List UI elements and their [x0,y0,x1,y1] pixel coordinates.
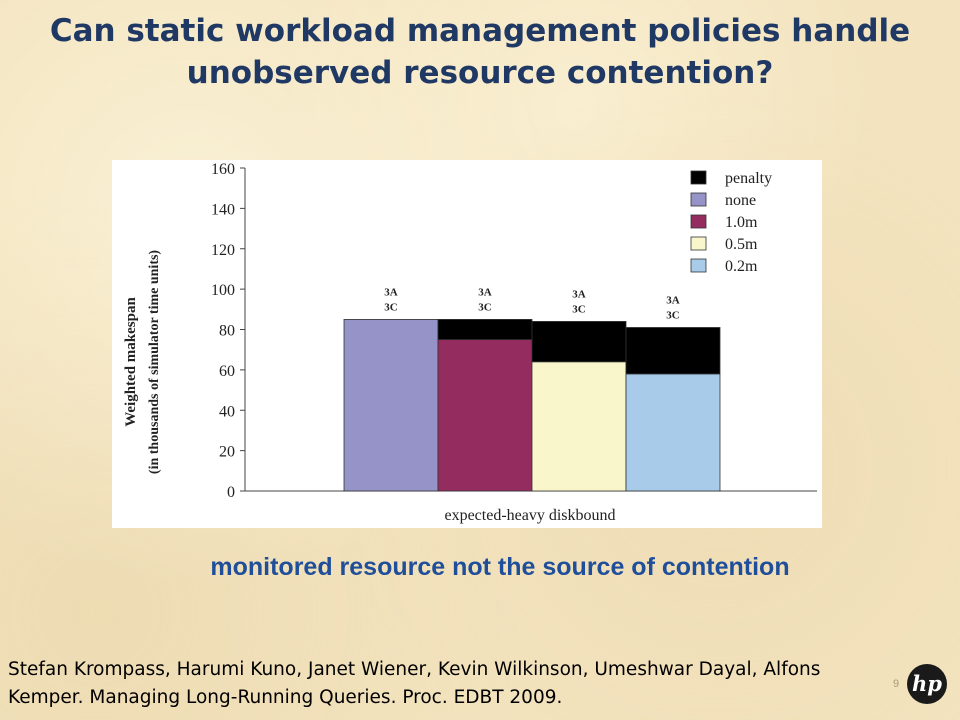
legend-swatch [690,214,707,229]
penalty-segment-0.5m [531,321,627,363]
bar-label-bottom: 3C [666,309,680,321]
legend-swatch [690,236,707,251]
y-tick-label: 0 [227,484,235,501]
bar-label-bottom: 3C [384,301,398,313]
title-line-1: Can static workload management policies … [49,13,911,49]
legend-swatch [690,192,707,207]
bar-label-top: 3A [384,286,398,298]
bar-0.2m [625,373,721,492]
penalty-segment-0.2m [625,327,721,375]
bar-label-bottom: 3C [478,301,492,313]
legend-label: penalty [725,170,772,187]
bar-none [343,319,439,492]
bar-1.0m [437,339,533,492]
citation-line-1: Stefan Krompass, Harumi Kuno, Janet Wien… [8,659,821,680]
citation: Stefan Krompass, Harumi Kuno, Janet Wien… [8,656,888,712]
hp-logo-text: hp [912,671,942,696]
legend-label: none [725,192,756,209]
legend-swatch [690,258,707,273]
bar-label-bottom: 3C [572,303,586,315]
y-tick-label: 80 [219,323,235,340]
slide-subtitle: monitored resource not the source of con… [210,553,790,581]
bar-label-top: 3A [572,288,586,300]
bar-0.5m [531,361,627,492]
citation-line-2: Kemper. Managing Long-Running Queries. P… [8,687,563,708]
slide-title: Can static workload management policies … [30,10,930,94]
y-tick-label: 20 [219,444,235,461]
y-tick-label: 40 [219,403,235,420]
y-axis-label: Weighted makespan [123,297,139,427]
makespan-bar-chart: Weighted makespan (in thousands of simul… [123,161,817,524]
legend-label: 0.5m [725,236,758,253]
chart-panel: Weighted makespan (in thousands of simul… [112,160,822,528]
y-tick-label: 60 [219,363,235,380]
page-number: 9 [893,678,900,690]
legend-label: 0.2m [725,258,758,275]
y-tick-label: 140 [211,201,235,218]
penalty-segment-1.0m [437,319,533,340]
bar-label-top: 3A [666,294,680,306]
bar-label-top: 3A [478,286,492,298]
title-line-2: unobserved resource contention? [186,55,774,91]
y-axis-sublabel: (in thousands of simulator time units) [147,250,162,475]
legend-swatch [690,170,707,185]
x-axis-label: expected-heavy diskbound [444,507,615,524]
y-tick-label: 160 [211,161,235,178]
legend-label: 1.0m [725,214,758,231]
hp-logo-icon: hp [907,664,947,704]
y-tick-label: 120 [211,242,235,259]
y-tick-label: 100 [211,282,235,299]
